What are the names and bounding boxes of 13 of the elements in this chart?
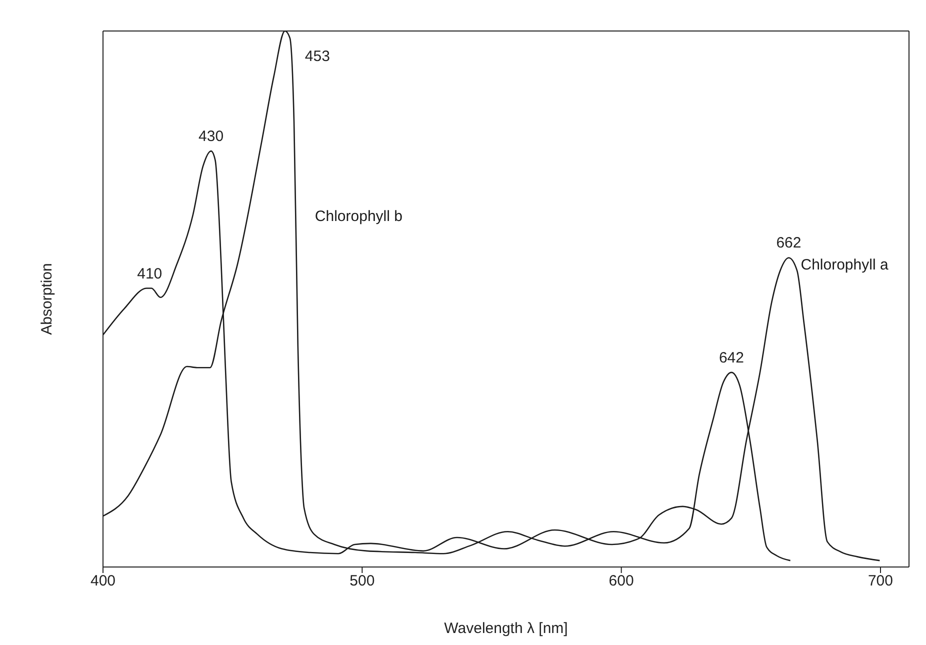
y-axis-title: Absorption — [38, 263, 56, 335]
annotation: 642 — [718, 349, 744, 366]
x-axis-title: Wavelength λ [nm] — [444, 620, 568, 637]
x-tick-label: 600 — [608, 572, 634, 590]
x-tick-label: 500 — [350, 572, 375, 590]
annotation: 410 — [137, 265, 162, 282]
series-label: Chlorophyll b — [314, 208, 402, 225]
series-label: Chlorophyll a — [800, 256, 889, 274]
annotation: 430 — [198, 128, 224, 146]
annotation: 662 — [776, 234, 802, 252]
annotation: 453 — [304, 48, 330, 65]
x-tick-label: 400 — [90, 572, 116, 590]
x-tick-label: 700 — [868, 572, 894, 590]
